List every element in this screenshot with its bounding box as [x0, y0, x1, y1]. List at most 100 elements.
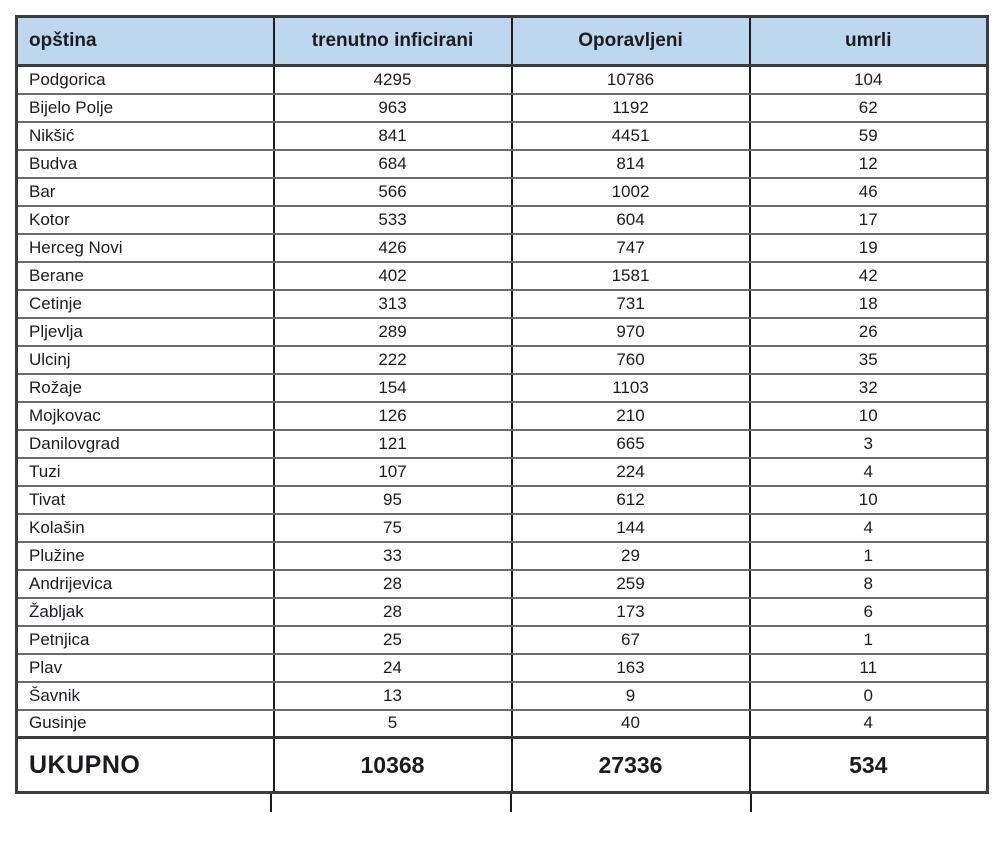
table-row: Pljevlja 289 970 26: [16, 316, 988, 347]
municipality-cell: Danilovgrad: [16, 428, 274, 459]
municipality-cell: Herceg Novi: [16, 232, 274, 263]
oporavljeni-cell: 665: [510, 428, 750, 459]
municipality-cell: Petnjica: [16, 624, 274, 655]
oporavljeni-cell: 1192: [510, 92, 750, 123]
trenutno-inficirani-cell: 963: [272, 92, 512, 123]
umrli-cell: 104: [748, 64, 988, 95]
oporavljeni-cell: 604: [510, 204, 750, 235]
umrli-cell: 4: [748, 512, 988, 543]
table-row: Tivat 95 612 10: [16, 484, 988, 515]
umrli-cell: 32: [748, 372, 988, 403]
table-header: opština trenutno inficirani Oporavljeni umr…: [16, 16, 988, 67]
trenutno-inficirani-cell: 289: [272, 316, 512, 347]
umrli-cell: 46: [748, 176, 988, 207]
municipality-cell: Ulcinj: [16, 344, 274, 375]
municipality-cell: Plav: [16, 652, 274, 683]
trenutno-inficirani-cell: 4295: [272, 64, 512, 95]
total-trenutno-inficirani: 10368: [272, 736, 512, 793]
oporavljeni-cell: 814: [510, 148, 750, 179]
table-row: Petnjica 25 67 1: [16, 624, 988, 655]
trenutno-inficirani-cell: 28: [272, 568, 512, 599]
oporavljeni-cell: 747: [510, 232, 750, 263]
table-row: Podgorica 4295 10786 104: [16, 64, 988, 95]
table-row: Ulcinj 222 760 35: [16, 344, 988, 375]
table-row: Plužine 33 29 1: [16, 540, 988, 571]
umrli-cell: 1: [748, 540, 988, 571]
table-row: Tuzi 107 224 4: [16, 456, 988, 487]
table-body: Podgorica 4295 10786 104 Bijelo Polje 963 1192…: [16, 64, 988, 739]
municipality-cell: Podgorica: [16, 64, 274, 95]
umrli-cell: 42: [748, 260, 988, 291]
table-row: Bijelo Polje 963 1192 62: [16, 92, 988, 123]
municipality-cell: Gusinje: [16, 708, 274, 739]
trenutno-inficirani-cell: 24: [272, 652, 512, 683]
municipality-cell: Bar: [16, 176, 274, 207]
trenutno-inficirani-cell: 313: [272, 288, 512, 319]
total-umrli: 534: [748, 736, 988, 793]
oporavljeni-cell: 4451: [510, 120, 750, 151]
umrli-cell: 35: [748, 344, 988, 375]
table-row: Danilovgrad 121 665 3: [16, 428, 988, 459]
umrli-cell: 10: [748, 400, 988, 431]
trenutno-inficirani-cell: 126: [272, 400, 512, 431]
umrli-cell: 11: [748, 652, 988, 683]
oporavljeni-cell: 760: [510, 344, 750, 375]
municipality-cell: Berane: [16, 260, 274, 291]
trenutno-inficirani-cell: 121: [272, 428, 512, 459]
oporavljeni-cell: 29: [510, 540, 750, 571]
total-oporavljeni: 27336: [510, 736, 750, 793]
oporavljeni-cell: 1103: [510, 372, 750, 403]
oporavljeni-cell: 144: [510, 512, 750, 543]
municipality-cell: Žabljak: [16, 596, 274, 627]
table-row: Herceg Novi 426 747 19: [16, 232, 988, 263]
table-row: Berane 402 1581 42: [16, 260, 988, 291]
trenutno-inficirani-cell: 95: [272, 484, 512, 515]
umrli-cell: 4: [748, 708, 988, 739]
table-row: Mojkovac 126 210 10: [16, 400, 988, 431]
municipality-cell: Rožaje: [16, 372, 274, 403]
umrli-cell: 59: [748, 120, 988, 151]
umrli-cell: 62: [748, 92, 988, 123]
table-row: Nikšić 841 4451 59: [16, 120, 988, 151]
trenutno-inficirani-cell: 533: [272, 204, 512, 235]
trenutno-inficirani-cell: 107: [272, 456, 512, 487]
municipality-cell: Kolašin: [16, 512, 274, 543]
trenutno-inficirani-cell: 13: [272, 680, 512, 711]
municipality-cell: Nikšić: [16, 120, 274, 151]
oporavljeni-cell: 173: [510, 596, 750, 627]
table-row: Rožaje 154 1103 32: [16, 372, 988, 403]
umrli-cell: 19: [748, 232, 988, 263]
table-row: Andrijevica 28 259 8: [16, 568, 988, 599]
oporavljeni-cell: 10786: [510, 64, 750, 95]
page: opština trenutno inficirani Oporavljeni umr…: [15, 15, 989, 814]
table-row: Gusinje 5 40 4: [16, 708, 988, 739]
trenutno-inficirani-cell: 75: [272, 512, 512, 543]
bottom-gridline-stubs: [15, 794, 986, 814]
trenutno-inficirani-cell: 154: [272, 372, 512, 403]
table-row: Bar 566 1002 46: [16, 176, 988, 207]
municipality-cell: Budva: [16, 148, 274, 179]
municipality-cell: Mojkovac: [16, 400, 274, 431]
oporavljeni-cell: 1002: [510, 176, 750, 207]
table-row: Kolašin 75 144 4: [16, 512, 988, 543]
umrli-cell: 18: [748, 288, 988, 319]
table-row: Kotor 533 604 17: [16, 204, 988, 235]
municipality-cell: Šavnik: [16, 680, 274, 711]
municipality-cell: Plužine: [16, 540, 274, 571]
trenutno-inficirani-cell: 222: [272, 344, 512, 375]
gridline-stub: [510, 794, 512, 812]
oporavljeni-cell: 259: [510, 568, 750, 599]
gridline-stub: [750, 794, 752, 812]
table-row: Budva 684 814 12: [16, 148, 988, 179]
table-row: Šavnik 13 9 0: [16, 680, 988, 711]
oporavljeni-cell: 224: [510, 456, 750, 487]
table-footer: UKUPNO 10368 27336 534: [16, 736, 988, 793]
column-header-umrli: umrli: [748, 16, 988, 67]
umrli-cell: 6: [748, 596, 988, 627]
oporavljeni-cell: 970: [510, 316, 750, 347]
municipality-cell: Kotor: [16, 204, 274, 235]
municipality-cell: Tivat: [16, 484, 274, 515]
column-header-opstina: opština: [16, 16, 274, 67]
trenutno-inficirani-cell: 426: [272, 232, 512, 263]
table-row: Plav 24 163 11: [16, 652, 988, 683]
